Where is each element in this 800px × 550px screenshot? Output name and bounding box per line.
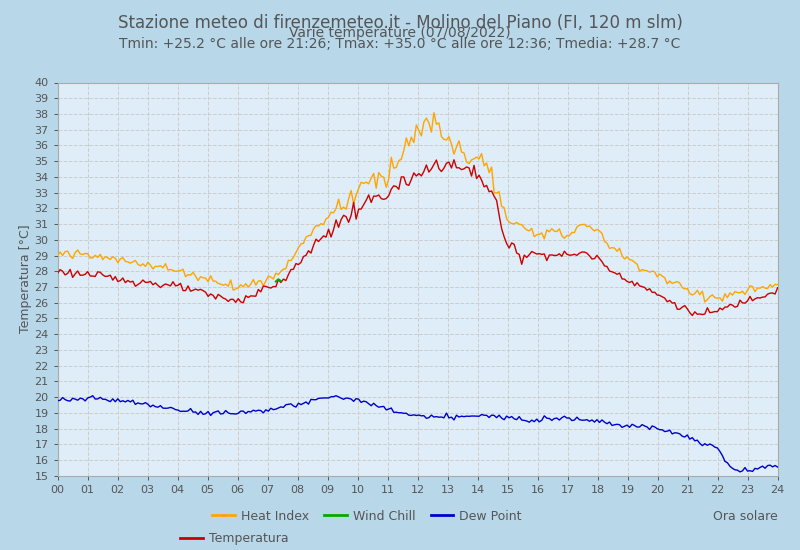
Y-axis label: Temperatura [°C]: Temperatura [°C] (18, 225, 31, 333)
Text: Tmin: +25.2 °C alle ore 21:26; Tmax: +35.0 °C alle ore 12:36; Tmedia: +28.7 °C: Tmin: +25.2 °C alle ore 21:26; Tmax: +35… (119, 37, 681, 51)
Text: Varie temperature (07/08/2022): Varie temperature (07/08/2022) (289, 26, 511, 40)
Text: Ora solare: Ora solare (713, 510, 778, 524)
Text: Stazione meteo di firenzemeteo.it - Molino del Piano (FI, 120 m slm): Stazione meteo di firenzemeteo.it - Moli… (118, 14, 682, 32)
Legend: Temperatura: Temperatura (175, 527, 294, 550)
